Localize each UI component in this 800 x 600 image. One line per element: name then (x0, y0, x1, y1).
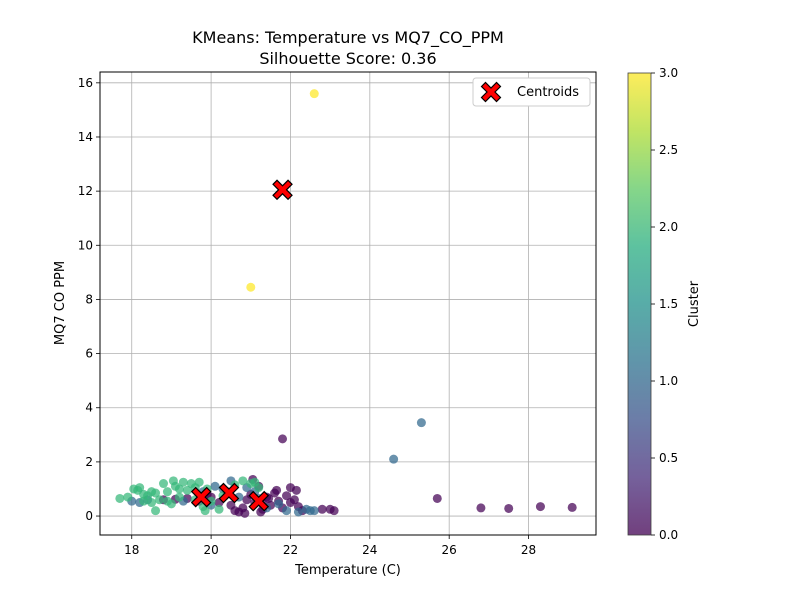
colorbar-tick-label: 2.0 (659, 220, 678, 234)
colorbar-label: Cluster (687, 280, 702, 327)
legend-label-centroids: Centroids (517, 85, 579, 100)
cluster-0-point (432, 493, 442, 503)
centroid-marker (248, 490, 270, 512)
centroid-marker (218, 482, 240, 504)
cluster-2-point (115, 493, 125, 503)
cluster-0-point (535, 502, 545, 512)
chart-title: KMeans: Temperature vs MQ7_CO_PPM (192, 28, 504, 48)
colorbar-gradient (627, 72, 652, 536)
y-tick-label: 8 (85, 292, 93, 306)
cluster-2-point (254, 483, 264, 493)
cluster-2-point (147, 498, 157, 508)
colorbar-tick-label: 0.5 (659, 451, 678, 465)
cluster-1-point (274, 499, 284, 509)
y-tick-label: 14 (78, 130, 93, 144)
cluster-2-point (139, 496, 149, 506)
cluster-0-point (504, 503, 514, 513)
cluster-2-point (155, 495, 165, 505)
cluster-0-point (226, 500, 236, 510)
centroid-marker (190, 486, 212, 508)
cluster-3-point (309, 89, 319, 99)
legend-box (472, 77, 591, 107)
cluster-2-point (162, 487, 172, 497)
colorbar-tick-label: 3.0 (659, 66, 678, 80)
cluster-2-point (174, 492, 184, 502)
y-tick-label: 0 (85, 509, 93, 523)
x-axis-ticks: 18 20 22 24 26 28 (124, 535, 536, 557)
data-points (115, 89, 577, 518)
colorbar-tick-label: 1.5 (659, 297, 678, 311)
cluster-1-point (281, 506, 291, 516)
cluster-1-point (416, 418, 426, 428)
cluster-1-point (293, 507, 303, 517)
legend: Centroids (472, 77, 591, 107)
cluster-1-point (210, 481, 220, 491)
colorbar-tick-label: 0.0 (659, 528, 678, 542)
x-tick-label: 22 (283, 543, 298, 557)
cluster-2-point (214, 504, 224, 514)
cluster-2-point (238, 476, 248, 486)
cluster-2-point (158, 479, 168, 489)
y-axis-label: MQ7 CO PPM (53, 261, 68, 345)
cluster-0-point (285, 498, 295, 508)
centroid-marker (272, 179, 293, 201)
cluster-0-point (240, 508, 250, 518)
cluster-0-point (476, 503, 486, 513)
cluster-2-point (200, 506, 210, 516)
cluster-2-point (151, 506, 161, 516)
y-tick-label: 10 (78, 238, 93, 252)
legend-centroid-marker (480, 81, 502, 103)
cluster-3-point (246, 282, 256, 292)
cluster-0-point (281, 491, 291, 501)
cluster-0-point (567, 502, 577, 512)
y-axis-ticks: 0 2 4 6 8 10 12 14 16 (78, 76, 100, 523)
cluster-2-point (182, 485, 192, 495)
x-axis-label: Temperature (C) (294, 563, 401, 578)
x-tick-label: 18 (124, 543, 139, 557)
cluster-1-point (309, 506, 319, 516)
cluster-2-point (174, 484, 184, 494)
x-tick-label: 20 (203, 543, 218, 557)
y-tick-label: 2 (85, 455, 93, 469)
colorbar: 0.0 0.5 1.0 1.5 2.0 2.5 3.0 Cluster (627, 66, 702, 542)
x-tick-label: 24 (362, 543, 377, 557)
cluster-1-point (389, 454, 399, 464)
cluster-2-point (123, 492, 133, 502)
plot-frame (99, 71, 597, 536)
cluster-0-point (329, 506, 339, 516)
legend-centroid-icon (480, 81, 502, 103)
cluster-2-point (194, 477, 204, 487)
y-tick-label: 12 (78, 184, 93, 198)
colorbar-tick-label: 2.5 (659, 143, 678, 157)
cluster-2-point (162, 496, 172, 506)
centroid-markers (190, 179, 293, 512)
y-tick-label: 4 (85, 401, 93, 415)
x-tick-label: 28 (521, 543, 536, 557)
cluster-0-point (291, 485, 301, 495)
cluster-0-point (272, 485, 282, 495)
chart-subtitle: Silhouette Score: 0.36 (259, 49, 436, 68)
cluster-0-point (278, 434, 288, 444)
grid (100, 72, 596, 535)
y-tick-label: 6 (85, 347, 93, 361)
y-tick-label: 16 (78, 76, 93, 90)
cluster-2-point (135, 483, 145, 493)
cluster-2-point (178, 477, 188, 487)
colorbar-tick-label: 1.0 (659, 374, 678, 388)
cluster-2-point (151, 488, 161, 498)
x-tick-label: 26 (442, 543, 457, 557)
cluster-0-point (317, 504, 327, 514)
colorbar-ticks: 0.0 0.5 1.0 1.5 2.0 2.5 3.0 (651, 66, 678, 542)
